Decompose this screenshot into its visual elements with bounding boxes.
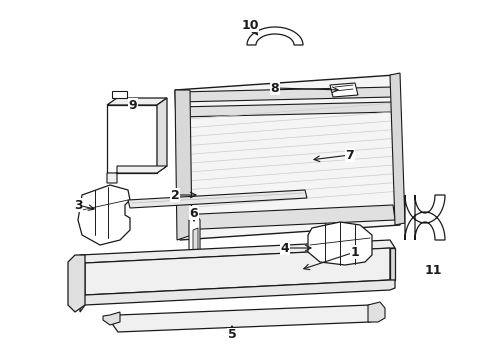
Text: 2: 2	[171, 189, 179, 202]
Text: 1: 1	[351, 246, 359, 258]
Polygon shape	[330, 83, 358, 97]
Polygon shape	[80, 255, 85, 302]
Polygon shape	[85, 248, 390, 295]
Polygon shape	[368, 302, 385, 322]
Text: 7: 7	[345, 149, 354, 162]
Text: 3: 3	[74, 198, 82, 212]
Polygon shape	[103, 312, 120, 325]
Polygon shape	[68, 255, 85, 312]
Polygon shape	[107, 105, 157, 173]
Polygon shape	[113, 305, 375, 332]
Polygon shape	[405, 195, 445, 240]
Text: 11: 11	[424, 264, 442, 276]
Polygon shape	[390, 73, 405, 225]
Polygon shape	[189, 216, 200, 270]
Polygon shape	[175, 75, 400, 240]
Polygon shape	[178, 205, 395, 230]
Polygon shape	[157, 98, 167, 173]
Polygon shape	[78, 185, 130, 245]
Polygon shape	[178, 87, 393, 102]
Text: 9: 9	[129, 99, 137, 112]
Polygon shape	[107, 166, 167, 183]
Polygon shape	[193, 228, 198, 257]
Polygon shape	[175, 90, 192, 240]
Polygon shape	[80, 240, 395, 263]
Text: 10: 10	[241, 18, 259, 32]
Polygon shape	[308, 222, 372, 265]
Polygon shape	[112, 91, 127, 98]
Text: 8: 8	[270, 81, 279, 95]
Polygon shape	[80, 280, 395, 312]
Polygon shape	[178, 102, 393, 117]
Polygon shape	[107, 98, 167, 105]
Text: 4: 4	[281, 242, 290, 255]
Polygon shape	[390, 248, 395, 280]
Text: 6: 6	[190, 207, 198, 220]
Polygon shape	[247, 27, 303, 45]
Text: 5: 5	[228, 328, 236, 342]
Polygon shape	[128, 190, 307, 208]
